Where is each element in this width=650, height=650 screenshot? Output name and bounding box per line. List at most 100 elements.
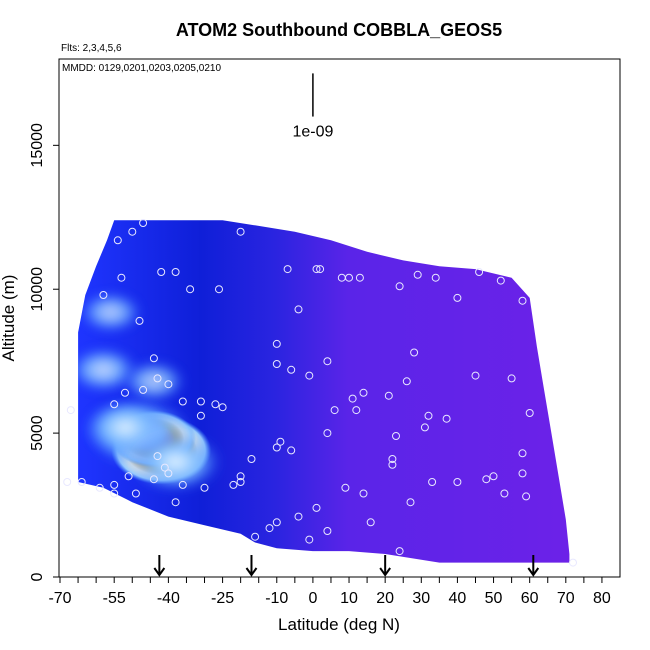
observation-point xyxy=(500,489,509,498)
observation-point xyxy=(305,535,314,544)
dates-note: MMDD: 0129,0201,0203,0205,0210 xyxy=(62,63,221,74)
observation-point xyxy=(312,265,321,274)
observation-point xyxy=(482,475,491,484)
observation-point xyxy=(569,558,577,567)
observation-point xyxy=(236,472,245,481)
observation-point xyxy=(153,374,162,383)
observation-point xyxy=(287,365,296,374)
observation-point xyxy=(453,293,462,302)
y-axis-label: Altitude (m) xyxy=(0,275,18,362)
observation-point xyxy=(312,503,321,512)
observation-point xyxy=(428,478,437,486)
arrow-head xyxy=(245,567,258,577)
observation-point xyxy=(287,446,296,455)
observation-point xyxy=(153,452,162,461)
observation-point xyxy=(276,437,285,446)
observation-point xyxy=(251,532,260,541)
observation-point xyxy=(323,429,332,438)
x-tick-label: -25 xyxy=(211,590,234,607)
observation-point xyxy=(410,348,419,357)
x-tick-label: -55 xyxy=(103,590,126,607)
observation-point xyxy=(200,483,209,492)
heat-feature xyxy=(78,291,143,334)
observation-point xyxy=(348,394,357,403)
observation-point xyxy=(110,489,119,498)
observation-point xyxy=(131,489,140,498)
arrow-head xyxy=(527,567,540,577)
x-tick-label: 0 xyxy=(308,590,317,607)
x-axis: -70 -55 -40 -25 -10 0 10 20 30 40 50 60 70 80 xyxy=(48,576,611,607)
observation-point xyxy=(139,219,148,227)
observation-point xyxy=(283,265,292,274)
flights-note: Flts: 2,3,4,5,6 xyxy=(61,43,122,54)
observation-point xyxy=(402,377,411,386)
x-tick-label: 20 xyxy=(376,590,394,607)
arrow-head xyxy=(153,567,166,577)
observation-point xyxy=(518,469,527,478)
observation-point xyxy=(160,463,169,472)
observation-point xyxy=(395,547,404,556)
observation-point xyxy=(442,414,451,423)
observation-point xyxy=(66,406,75,415)
observation-point xyxy=(272,360,281,368)
y-tick-label: 0 xyxy=(29,572,46,581)
observation-point xyxy=(406,498,415,507)
heat-feature xyxy=(78,346,139,394)
x-tick-label: 80 xyxy=(593,590,611,607)
observation-point xyxy=(110,400,119,409)
observation-point xyxy=(157,268,166,276)
observation-point xyxy=(359,388,368,397)
observation-point xyxy=(110,480,119,489)
observation-point xyxy=(413,270,422,279)
observation-point xyxy=(265,524,274,533)
observation-point xyxy=(330,406,339,415)
observation-point xyxy=(518,296,527,305)
observation-point xyxy=(355,273,364,282)
observation-point xyxy=(196,397,205,406)
observation-point xyxy=(178,397,187,406)
observation-point xyxy=(229,480,238,489)
observation-point xyxy=(236,227,245,236)
observation-point xyxy=(164,469,173,478)
observation-point xyxy=(341,483,350,492)
x-tick-label: -10 xyxy=(265,590,288,607)
observation-point xyxy=(518,449,527,458)
x-axis-label: Latitude (deg N) xyxy=(278,615,400,634)
observation-point xyxy=(352,406,361,415)
observation-point xyxy=(95,483,104,492)
observation-point xyxy=(215,285,223,294)
observation-point xyxy=(117,273,126,282)
observation-point xyxy=(113,236,122,245)
x-tick-label: 30 xyxy=(412,590,430,607)
observation-point xyxy=(99,291,108,299)
observation-point xyxy=(475,268,484,276)
observation-point xyxy=(388,455,397,463)
y-tick-label: 15000 xyxy=(29,123,46,168)
observation-point xyxy=(121,388,129,397)
observation-point xyxy=(359,489,368,498)
x-tick-label: -40 xyxy=(157,590,180,607)
observation-point xyxy=(139,385,148,394)
x-tick-label: 10 xyxy=(340,590,358,607)
observation-point xyxy=(178,480,187,489)
observation-point xyxy=(522,492,531,501)
observation-point xyxy=(294,305,303,314)
observation-point xyxy=(496,276,505,285)
observation-point xyxy=(211,400,220,409)
observation-point xyxy=(420,423,429,432)
x-tick-label: 40 xyxy=(449,590,467,607)
observation-point xyxy=(305,371,314,380)
curtain-layer xyxy=(63,219,577,567)
observation-point xyxy=(507,374,516,383)
x-tick-label: 70 xyxy=(557,590,575,607)
observation-point xyxy=(471,371,480,380)
observation-point xyxy=(489,472,498,481)
scale-label: 1e-09 xyxy=(292,124,333,141)
observation-point xyxy=(171,268,180,276)
observation-point xyxy=(272,518,281,527)
observation-point xyxy=(366,518,375,527)
observation-point xyxy=(128,227,137,236)
observation-point xyxy=(149,354,158,363)
observation-point xyxy=(395,282,404,291)
